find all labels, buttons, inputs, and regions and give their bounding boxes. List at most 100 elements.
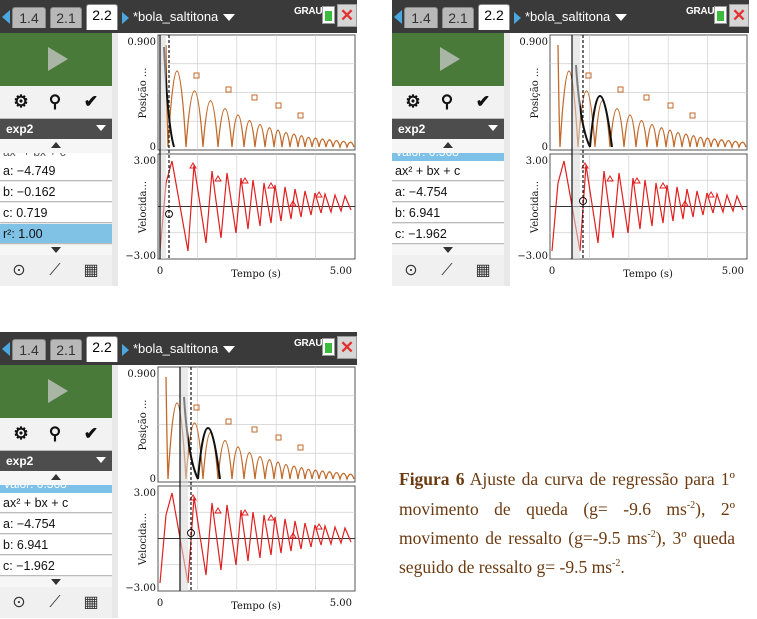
view-toolbar: ⊙ ⟋ ▦ <box>0 587 112 618</box>
velocity-marker <box>289 200 297 207</box>
x-min-label: 0 <box>157 598 163 609</box>
tab-1-4[interactable]: 1.4 <box>12 7 46 28</box>
graph-area[interactable]: 0.900 0 Posição ... 3.00 −3.00 Velocida... 0 5.… <box>510 33 749 286</box>
scroll-up-button[interactable] <box>0 471 112 485</box>
gear-icon[interactable]: ⚙ <box>13 424 29 443</box>
x-max-label: 5.00 <box>722 266 744 277</box>
play-button[interactable] <box>0 33 112 86</box>
graph-svg[interactable]: 0.900 0 Posição ... 3.00 −3.00 Velocida... 0 5.… <box>118 33 357 286</box>
experiment-selector[interactable]: exp2 <box>0 119 112 139</box>
graph-icon[interactable]: ⟋ <box>49 262 61 279</box>
scroll-down-button[interactable] <box>0 577 112 587</box>
check-icon[interactable]: ✔ <box>83 92 99 111</box>
velocity-marker <box>214 507 222 514</box>
list-item[interactable]: ax² + bx + c <box>0 493 112 513</box>
document-title-text: *bola_saltitona <box>133 9 219 24</box>
tab-2-2[interactable]: 2.2 <box>86 4 118 30</box>
list-item[interactable]: c: −1.962 <box>392 224 504 244</box>
pin-icon[interactable]: ⚲ <box>440 92 454 111</box>
velocity-marker <box>267 514 275 521</box>
gear-icon[interactable]: ⚙ <box>13 92 29 111</box>
position-marker <box>689 112 696 119</box>
table-icon[interactable]: ▦ <box>475 262 491 279</box>
list-item[interactable]: a: −4.754 <box>0 514 112 534</box>
scroll-down-button[interactable] <box>392 245 504 255</box>
speedometer-icon[interactable]: ⊙ <box>12 594 26 611</box>
tab-scroll-left-icon[interactable] <box>2 342 10 356</box>
list-item[interactable]: b: 6.941 <box>0 535 112 555</box>
tab-2-2[interactable]: 2.2 <box>478 4 510 30</box>
regression-fit-curve <box>197 427 221 480</box>
velocity-marker <box>707 191 715 198</box>
velocity-marker <box>189 162 197 169</box>
tab-scroll-right-icon[interactable] <box>122 12 129 24</box>
velocity-marker <box>681 200 689 207</box>
x-axis-label: Tempo (s) <box>231 601 281 612</box>
close-icon[interactable]: ✕ <box>337 4 357 27</box>
tab-2-1[interactable]: 2.1 <box>442 7 474 28</box>
chevron-down-icon <box>96 457 106 463</box>
velocity-marker <box>214 175 222 182</box>
tab-scroll-right-icon[interactable] <box>514 12 521 24</box>
tab-scroll-left-icon[interactable] <box>2 10 10 24</box>
speedometer-icon[interactable]: ⊙ <box>404 262 418 279</box>
document-title[interactable]: *bola_saltitona <box>133 340 236 358</box>
tab-scroll-right-icon[interactable] <box>122 344 129 356</box>
selection-region[interactable] <box>160 35 166 259</box>
graph-svg[interactable]: 0.900 0 Posição ... 3.00 −3.00 Velocida... 0 5.… <box>118 365 357 618</box>
list-item[interactable]: b: 6.941 <box>392 203 504 223</box>
close-icon[interactable]: ✕ <box>337 336 357 359</box>
tab-2-2[interactable]: 2.2 <box>86 336 118 362</box>
list-item[interactable]: b: −0.162 <box>0 182 112 202</box>
tab-1-4[interactable]: 1.4 <box>12 339 46 360</box>
y-min-label: 0 <box>150 474 156 485</box>
trace-point[interactable] <box>187 529 195 537</box>
position-curve <box>165 44 355 150</box>
tab-1-4[interactable]: 1.4 <box>404 7 438 28</box>
document-title[interactable]: *bola_saltitona <box>133 8 236 26</box>
table-icon[interactable]: ▦ <box>83 262 99 279</box>
list-item-partial: Valor: 0.368 <box>392 153 504 161</box>
arrow-down-icon <box>51 579 61 585</box>
experiment-selector[interactable]: exp2 <box>392 119 504 139</box>
arrow-up-icon <box>51 474 61 480</box>
graph-icon[interactable]: ⟋ <box>49 594 61 611</box>
trace-point[interactable] <box>579 197 587 205</box>
trace-point[interactable] <box>165 210 173 218</box>
list-item[interactable]: r²: 1.00 <box>0 224 112 244</box>
experiment-selector[interactable]: exp2 <box>0 451 112 471</box>
pin-icon[interactable]: ⚲ <box>48 424 62 443</box>
list-item[interactable]: ax² + bx + c <box>392 161 504 181</box>
selection-region[interactable] <box>572 35 580 259</box>
check-icon[interactable]: ✔ <box>83 424 99 443</box>
scroll-up-button[interactable] <box>0 139 112 153</box>
list-item[interactable]: c: 0.719 <box>0 203 112 223</box>
list-item[interactable]: a: −4.749 <box>0 161 112 181</box>
list-item[interactable]: c: −1.962 <box>0 556 112 576</box>
graph-area[interactable]: 0.900 0 Posição ... 3.00 −3.00 Velocida... 0 5.… <box>118 33 357 286</box>
tab-2-1[interactable]: 2.1 <box>50 339 82 360</box>
document-title[interactable]: *bola_saltitona <box>525 8 628 26</box>
sidebar-panel: ⚙ ⚲ ✔ exp2 Valor: 0.368 ax² + bx + ca: −4.754… <box>392 33 510 286</box>
check-icon[interactable]: ✔ <box>475 92 491 111</box>
gear-icon[interactable]: ⚙ <box>405 92 421 111</box>
position-marker <box>225 418 232 425</box>
scroll-down-button[interactable] <box>0 245 112 255</box>
selection-region[interactable] <box>180 367 188 591</box>
speedometer-icon[interactable]: ⊙ <box>12 262 26 279</box>
tab-2-1[interactable]: 2.1 <box>50 7 82 28</box>
arrow-down-icon <box>443 247 453 253</box>
tab-scroll-left-icon[interactable] <box>394 10 402 24</box>
pin-icon[interactable]: ⚲ <box>48 92 62 111</box>
scroll-up-button[interactable] <box>392 139 504 153</box>
list-item[interactable]: a: −4.754 <box>392 182 504 202</box>
play-button[interactable] <box>0 365 112 418</box>
y-max-label: 0.900 <box>127 369 156 380</box>
graph-area[interactable]: 0.900 0 Posição ... 3.00 −3.00 Velocida... 0 5.… <box>118 365 357 618</box>
graph-svg[interactable]: 0.900 0 Posição ... 3.00 −3.00 Velocida... 0 5.… <box>510 33 749 286</box>
close-icon[interactable]: ✕ <box>729 4 749 27</box>
table-icon[interactable]: ▦ <box>83 594 99 611</box>
play-button[interactable] <box>392 33 504 86</box>
graph-icon[interactable]: ⟋ <box>441 262 453 279</box>
y-max-label: 0.900 <box>127 37 156 48</box>
